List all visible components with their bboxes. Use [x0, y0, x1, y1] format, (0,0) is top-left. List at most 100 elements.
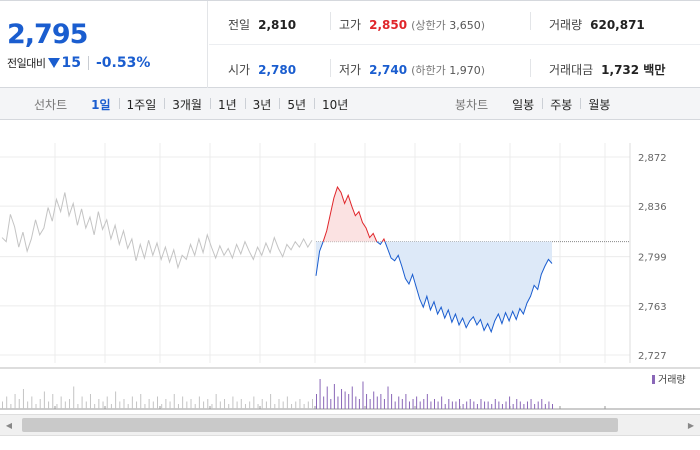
tab-5y[interactable]: 5년 — [279, 96, 314, 113]
prev-day-volume-bar — [119, 401, 121, 409]
volume-bar — [394, 401, 396, 409]
prev-day-volume-bar — [77, 404, 79, 409]
volume-bar — [437, 401, 439, 409]
prev-day-volume-bar — [211, 404, 213, 409]
prev-day-volume-bar — [303, 404, 305, 409]
prev-day-volume-bar — [48, 401, 50, 409]
volume-bar — [541, 399, 543, 409]
prev-day-volume-bar — [94, 404, 96, 409]
price-above-ref-line — [322, 185, 378, 242]
volume-bar — [459, 399, 461, 409]
scroll-thumb[interactable] — [22, 418, 618, 432]
volume-bar — [552, 404, 553, 409]
change-amount: 15 — [61, 55, 81, 71]
volume-bar — [441, 396, 443, 409]
volume-bar — [509, 396, 511, 409]
prev-day-volume-bar — [307, 401, 309, 409]
line-chart-tabs: 선차트 1일 1주일 3개월 1년 3년 5년 10년 — [34, 88, 356, 120]
volume-bar — [391, 394, 393, 409]
volume-bar — [537, 401, 539, 409]
prev-day-volume-bar — [64, 401, 66, 409]
stat-prev-close: 전일 2,810 — [228, 18, 297, 32]
prev-day-volume-bar — [282, 401, 284, 409]
price-above-ref-line — [381, 237, 386, 242]
prev-day-volume-bar — [203, 401, 205, 409]
period-tabs-bar: 선차트 1일 1주일 3개월 1년 3년 5년 10년 봉차트 일봉 주봉 월봉 — [0, 88, 700, 120]
quote-panel: 2,795 전일대비 15 -0.53% 전일 2,810 고가 2,850 (… — [0, 0, 700, 88]
prev-day-volume-bar — [102, 401, 104, 409]
volume-bar — [434, 399, 435, 409]
volume-bar — [366, 394, 368, 409]
tab-daily-candle[interactable]: 일봉 — [512, 97, 535, 112]
volume-bar — [491, 404, 493, 409]
prev-day-volume-bar — [312, 399, 313, 409]
volume-bar — [466, 401, 468, 409]
prev-day-volume-bar — [81, 396, 83, 409]
volume-bar — [423, 399, 425, 409]
volume-bar — [383, 399, 385, 409]
prev-day-volume-bar — [27, 401, 29, 409]
prev-day-volume-bar — [165, 399, 167, 409]
prev-day-volume-bar — [110, 404, 112, 409]
y-tick-label: 2,799 — [638, 253, 667, 264]
scroll-left-icon[interactable]: ◀ — [5, 420, 13, 430]
tab-1y[interactable]: 1년 — [209, 96, 245, 113]
volume-bar — [455, 401, 457, 409]
volume-bar — [448, 399, 450, 409]
volume-bar — [444, 404, 446, 409]
prev-day-volume-bar — [98, 399, 100, 409]
divider — [209, 44, 700, 45]
stat-open: 시가 2,780 — [228, 63, 297, 77]
tab-3y[interactable]: 3년 — [244, 96, 280, 113]
prev-day-volume-bar — [182, 396, 184, 409]
scroll-right-icon[interactable]: ▶ — [687, 420, 695, 430]
prev-day-volume-bar — [299, 399, 301, 409]
volume-bar — [380, 394, 382, 409]
chart-scrollbar[interactable]: ◀ ▶ — [0, 414, 700, 436]
volume-bar — [344, 391, 346, 409]
stat-high: 고가 2,850 (상한가 3,650) — [339, 18, 486, 32]
volume-bar — [373, 391, 375, 409]
prev-day-volume-bar — [85, 401, 87, 409]
tab-1d[interactable]: 1일 — [91, 97, 111, 112]
divider — [87, 56, 89, 70]
tab-10y[interactable]: 10년 — [314, 96, 356, 113]
volume-bar — [480, 399, 482, 409]
volume-bar — [341, 389, 343, 409]
tab-monthly-candle[interactable]: 월봉 — [580, 96, 618, 113]
tab-1w[interactable]: 1주일 — [118, 96, 165, 113]
volume-bar — [326, 386, 328, 409]
prev-day-volume-bar — [140, 394, 142, 409]
prev-day-volume-bar — [22, 389, 24, 409]
prev-day-volume-bar — [274, 404, 276, 409]
volume-bar — [426, 394, 428, 409]
stat-trade-value: 거래대금 1,732 백만 — [549, 63, 666, 77]
down-arrow-icon — [48, 58, 61, 68]
volume-bar — [505, 401, 507, 409]
prev-day-volume-bar — [265, 401, 267, 409]
volume-bar — [548, 401, 550, 409]
volume-bar — [484, 401, 486, 409]
prev-day-volume-bar — [244, 404, 246, 409]
tab-3m[interactable]: 3개월 — [164, 96, 210, 113]
volume-bar — [412, 399, 414, 409]
prev-day-volume-bar — [198, 396, 200, 409]
prev-day-volume-bar — [127, 404, 129, 409]
volume-bar — [398, 396, 400, 409]
prev-day-volume-bar — [278, 399, 280, 409]
volume-bar — [362, 381, 364, 409]
volume-bar — [501, 404, 503, 409]
prev-day-volume-bar — [131, 396, 133, 409]
divider — [330, 12, 331, 30]
prev-day-volume-bar — [161, 404, 163, 409]
prev-day-series-line — [1, 192, 313, 270]
candle-chart-title: 봉차트 — [455, 97, 489, 112]
y-tick-label: 2,727 — [638, 351, 667, 362]
prev-day-volume-bar — [152, 401, 154, 409]
volume-bar — [462, 404, 464, 409]
prev-day-volume-bar — [157, 396, 158, 409]
stat-volume: 거래량 620,871 — [549, 18, 645, 32]
tab-weekly-candle[interactable]: 주봉 — [542, 96, 580, 113]
prev-day-volume-bar — [215, 394, 217, 409]
volume-bar — [408, 401, 410, 409]
